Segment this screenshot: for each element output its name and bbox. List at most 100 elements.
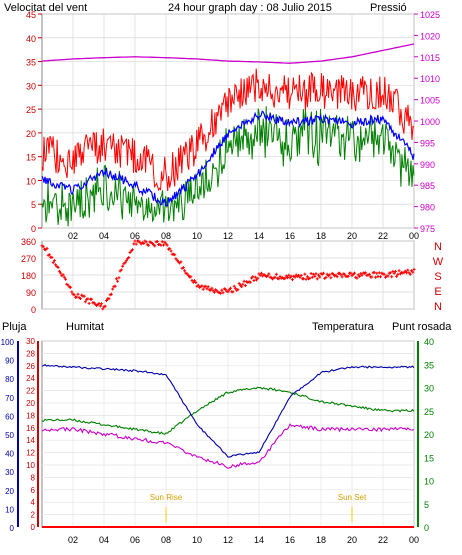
direction-point [186, 273, 190, 277]
direction-point [224, 287, 227, 291]
direction-point [144, 240, 148, 244]
direction-point [232, 284, 236, 288]
compass-letter: S [434, 271, 441, 283]
direction-point [196, 283, 200, 287]
direction-point [204, 284, 208, 288]
pressure-tick-label: 1025 [420, 10, 440, 20]
temperature-tick-label: 10 [424, 477, 434, 487]
direction-point [147, 243, 151, 247]
direction-point [403, 269, 407, 273]
wind-left-axis: 0 5 10 15 20 25 30 35 40 45 [26, 10, 42, 234]
direction-point [183, 269, 187, 273]
direction-point [267, 272, 271, 276]
direction-point [314, 272, 318, 276]
direction-point [299, 273, 303, 277]
rain-tick-label: 2 [31, 511, 36, 520]
direction-point [393, 269, 397, 273]
direction-point [370, 275, 374, 279]
direction-point [83, 300, 87, 304]
direction-point [382, 272, 386, 276]
direction-point [169, 249, 173, 253]
direction-point [57, 269, 61, 273]
direction-point [248, 280, 252, 284]
x-tick-label: 18 [316, 231, 326, 241]
pressure-tick-label: 990 [420, 160, 435, 170]
rain-tick-label: 16 [26, 424, 35, 433]
x-tick-label: 02 [68, 231, 78, 241]
direction-point [119, 268, 123, 272]
pressure-tick-label: 980 [420, 203, 435, 213]
pressure-label: Pressió [370, 2, 407, 14]
weather-x-axis: 02 04 06 08 10 12 14 16 18 20 22 00 [68, 535, 419, 545]
humidity-tick-label: 80 [5, 375, 14, 384]
direction-point [165, 243, 169, 247]
temperature-tick-label: 0 [424, 523, 429, 533]
direction-point [411, 270, 415, 274]
direction-point [181, 266, 185, 270]
x-tick-label: 08 [161, 535, 171, 545]
x-tick-label: 22 [378, 535, 388, 545]
compass-letter: E [434, 286, 441, 298]
rain-tick-label: 8 [31, 473, 36, 482]
temperature-tick-label: 35 [424, 360, 434, 370]
direction-point [324, 275, 328, 279]
humidity-tick-label: 20 [5, 487, 14, 496]
direction-point [374, 275, 378, 279]
direction-point [236, 288, 240, 292]
direction-point [185, 272, 189, 276]
direction-tick-label: 270 [21, 254, 36, 264]
direction-point [229, 286, 232, 290]
rain-tick-label: 18 [26, 411, 35, 420]
direction-point [258, 273, 262, 277]
direction-point [255, 278, 258, 282]
direction-point [386, 274, 390, 278]
x-tick-label: 14 [254, 231, 264, 241]
pressure-tick-label: 1020 [420, 31, 440, 41]
humidity-tick-label: 50 [5, 431, 14, 440]
x-tick-label: 10 [192, 535, 202, 545]
x-tick-label: 16 [285, 535, 295, 545]
direction-tick-label: 360 [21, 237, 36, 247]
pressure-tick-label: 1010 [420, 74, 440, 84]
direction-point [153, 244, 157, 248]
wind-average-series [41, 110, 415, 207]
pressure-tick-label: 995 [420, 138, 435, 148]
direction-point [114, 277, 118, 281]
direction-point [340, 275, 344, 279]
dewpoint-label: Punt rosada [392, 321, 452, 333]
rain-tick-label: 22 [26, 387, 35, 396]
direction-point [90, 297, 94, 301]
direction-point [291, 278, 294, 282]
direction-point [349, 271, 353, 275]
direction-tick-label: 180 [21, 271, 36, 281]
direction-point [128, 251, 132, 254]
direction-point [343, 272, 347, 276]
direction-point [168, 247, 172, 251]
direction-point [364, 271, 368, 275]
direction-point [312, 272, 316, 276]
temperature-axis: 0 5 10 15 20 25 30 35 40 [417, 337, 434, 533]
direction-point [273, 275, 277, 279]
x-tick-label: 08 [161, 231, 171, 241]
direction-point [193, 279, 196, 283]
direction-point [105, 299, 108, 302]
direction-point [66, 283, 70, 287]
direction-point [359, 272, 363, 276]
pressure-tick-label: 975 [420, 224, 435, 234]
x-tick-label: 20 [347, 535, 357, 545]
direction-point [160, 240, 164, 244]
rain-tick-label: 0 [31, 523, 36, 532]
direction-point [189, 275, 193, 279]
direction-point [355, 276, 359, 280]
direction-point [406, 268, 410, 272]
humidity-series [41, 363, 415, 458]
x-tick-label: 20 [347, 231, 357, 241]
weather-series [41, 363, 415, 528]
direction-point [109, 292, 113, 296]
direction-point [131, 248, 134, 252]
wind-speed-label: Velocitat del vent [4, 2, 87, 14]
rain-tick-label: 26 [26, 362, 35, 371]
direction-point [200, 284, 204, 288]
